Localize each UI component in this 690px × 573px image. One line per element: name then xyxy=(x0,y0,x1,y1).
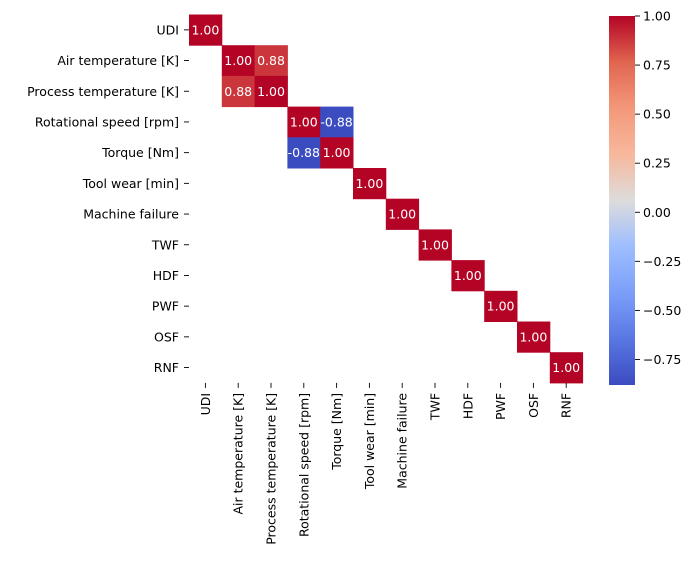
y-tick-label: OSF xyxy=(154,329,179,344)
colorbar-tick-label: −0.25 xyxy=(643,254,681,269)
y-tick-label: Machine failure xyxy=(83,207,179,222)
x-tick-label: HDF xyxy=(460,393,475,419)
y-tick-label: HDF xyxy=(153,268,179,283)
cell-value-label: 1.00 xyxy=(421,237,449,252)
y-tick-label: Process temperature [K] xyxy=(27,84,179,99)
heatmap-cell xyxy=(385,198,420,230)
x-tick-label: TWF xyxy=(428,393,443,421)
cell-value-label: 1.00 xyxy=(487,299,515,314)
y-tick-label: UDI xyxy=(157,22,179,37)
colorbar-tick-label: −0.50 xyxy=(643,303,681,318)
cell-value-label: 1.00 xyxy=(355,176,383,191)
x-tick-label: Machine failure xyxy=(395,393,410,489)
cell-value-label: 1.00 xyxy=(454,268,482,283)
cell-value-label: 1.00 xyxy=(191,22,219,37)
heatmap-cell-labels: 1.001.00 0.880.88 1.001.00 -0.88-0.88 1.001.… xyxy=(191,22,580,375)
cell-value-label: 0.88 xyxy=(257,53,285,68)
colorbar-tick-label: −0.75 xyxy=(643,352,681,367)
y-tick-label: Tool wear [min] xyxy=(82,176,179,191)
colorbar-tick-label: 0.25 xyxy=(643,156,671,171)
y-tick-label: RNF xyxy=(154,360,179,375)
x-tick-label: RNF xyxy=(559,393,574,418)
x-tick-label: OSF xyxy=(526,393,541,418)
heatmap-cell xyxy=(353,168,387,200)
cell-value-label: 1.00 xyxy=(257,84,285,99)
cell-value-label: 1.00 xyxy=(290,114,318,129)
heatmap-cell xyxy=(484,290,518,322)
heatmap-cell xyxy=(221,75,256,108)
heatmap-cell xyxy=(451,260,485,292)
cell-value-label: 1.00 xyxy=(519,329,547,344)
heatmap-cell xyxy=(287,137,321,169)
colorbar: 1.00 0.75 0.50 0.25 0.00 −0.25 −0.50 −0.75 xyxy=(609,9,681,385)
colorbar-tick-label: 0.00 xyxy=(643,205,671,220)
cell-value-label: 1.00 xyxy=(552,360,580,375)
x-tick-label: Rotational speed [rpm] xyxy=(296,393,311,537)
y-tick-label: Torque [Nm] xyxy=(101,145,179,160)
heatmap-cell xyxy=(189,14,223,46)
x-tick-label: Tool wear [min] xyxy=(362,393,377,490)
heatmap-cell xyxy=(254,75,288,108)
heatmap-cell xyxy=(320,106,354,138)
cell-value-label: 1.00 xyxy=(224,53,252,68)
heatmap-cell xyxy=(517,321,551,353)
cell-value-label: -0.88 xyxy=(320,114,352,129)
heatmap-cell xyxy=(549,352,584,384)
heatmap-cell xyxy=(221,45,256,77)
y-axis: UDI Air temperature [K] Process temperatur… xyxy=(27,22,189,375)
colorbar-gradient xyxy=(609,16,635,385)
heatmap-cell xyxy=(418,229,452,261)
y-tick-label: Air temperature [K] xyxy=(57,53,179,68)
x-tick-label: Process temperature [K] xyxy=(264,393,279,545)
cell-value-label: 1.00 xyxy=(388,207,416,222)
colorbar-tick-label: 1.00 xyxy=(643,9,671,24)
cell-value-label: 0.88 xyxy=(224,84,252,99)
x-tick-label: PWF xyxy=(493,393,508,420)
x-axis: UDI Air temperature [K] Process temperatur… xyxy=(198,382,574,545)
heatmap-cell xyxy=(320,137,354,169)
y-tick-label: PWF xyxy=(152,299,179,314)
cell-value-label: 1.00 xyxy=(323,145,351,160)
heatmap-cell xyxy=(254,45,288,77)
y-tick-label: Rotational speed [rpm] xyxy=(35,114,179,129)
x-tick-label: Air temperature [K] xyxy=(231,393,246,515)
colorbar-tick-label: 0.75 xyxy=(643,58,671,73)
y-tick-label: TWF xyxy=(151,237,179,252)
colorbar-tick-label: 0.50 xyxy=(643,107,671,122)
x-tick-label: Torque [Nm] xyxy=(329,393,344,471)
x-tick-label: UDI xyxy=(198,393,213,415)
heatmap-cell xyxy=(287,106,321,138)
heatmap-cells xyxy=(189,14,584,384)
cell-value-label: -0.88 xyxy=(288,145,320,160)
